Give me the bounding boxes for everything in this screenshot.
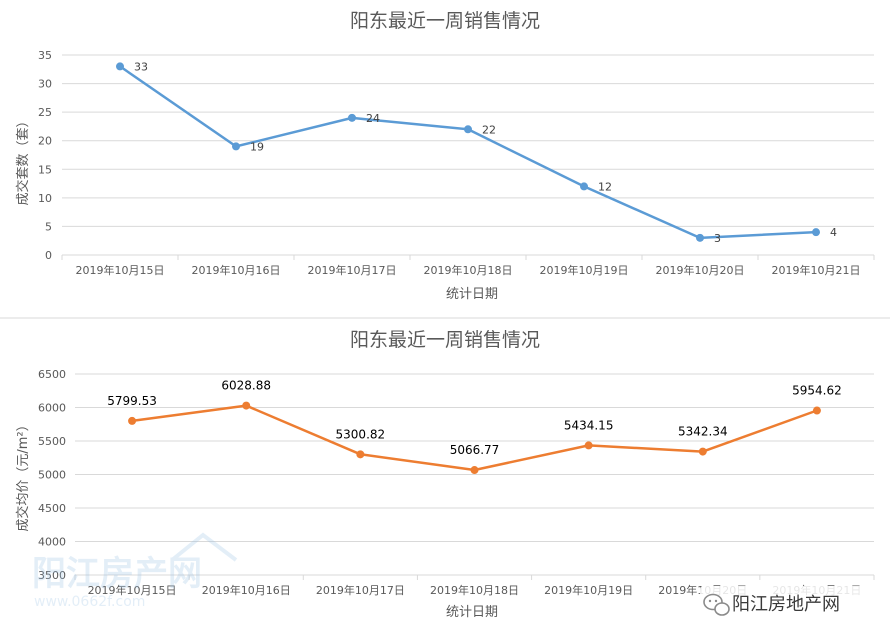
watermark-url: www.0662f.com bbox=[34, 594, 145, 610]
chart1-series-line bbox=[118, 65, 818, 240]
chart2-y-tick-label: 5000 bbox=[38, 469, 66, 482]
wechat-icon bbox=[703, 593, 730, 616]
chart1-x-tick-label: 2019年10月21日 bbox=[772, 263, 861, 277]
chart2-data-label: 5954.62 bbox=[792, 384, 842, 398]
chart1-data-point bbox=[116, 62, 124, 71]
chart2-y-axis-label: 成交均价（元/m²） bbox=[15, 418, 31, 531]
chart2-data-label: 5799.53 bbox=[107, 394, 157, 408]
watermark-badge: 阳江房地产网 bbox=[700, 586, 882, 620]
chart1-y-tick-label: 15 bbox=[38, 163, 52, 176]
chart1-x-tick-label: 2019年10月17日 bbox=[308, 263, 397, 277]
chart2-data-label: 5434.15 bbox=[564, 418, 614, 432]
chart1-x-tick-label: 2019年10月19日 bbox=[540, 263, 629, 277]
chart2-data-point bbox=[812, 406, 821, 415]
badge-background bbox=[700, 586, 882, 620]
chart2-x-tick-label: 2019年10月16日 bbox=[202, 583, 291, 597]
chart1-data-label: 4 bbox=[830, 226, 837, 239]
chart1-y-tick-label: 20 bbox=[38, 135, 52, 148]
chart1-data-label: 24 bbox=[366, 112, 380, 125]
chart1-title: 阳东最近一周销售情况 bbox=[350, 10, 540, 32]
chart1-plot: 0 5 10 15 20 25 30 35 2019年10月15日 2019年10月16日 2019… bbox=[38, 49, 875, 277]
chart2-x-tick-label: 2019年10月17日 bbox=[316, 583, 405, 597]
chart2-data-point bbox=[356, 450, 365, 459]
chart2-data-label: 6028.88 bbox=[221, 379, 271, 393]
chart1-y-axis-label: 成交套数（套） bbox=[15, 114, 31, 205]
chart1-data-point bbox=[348, 113, 356, 122]
chart2-y-tick-label: 6000 bbox=[38, 402, 66, 415]
chart1-data-label: 3 bbox=[714, 232, 721, 245]
chart1-y-tick-label: 10 bbox=[38, 192, 52, 205]
house-roof-icon bbox=[170, 532, 238, 562]
chart2-x-tick-label: 2019年10月15日 bbox=[88, 583, 177, 597]
chart2-y-tick-label: 4500 bbox=[38, 502, 66, 515]
chart1-y-tick-label: 25 bbox=[38, 106, 52, 119]
chart2-data-point bbox=[470, 466, 479, 475]
chart1-data-point bbox=[812, 228, 820, 237]
chart1-data-label: 12 bbox=[598, 180, 612, 193]
chart1-x-axis-label: 统计日期 bbox=[446, 287, 498, 302]
chart2-y-tick-label: 4000 bbox=[38, 536, 66, 549]
chart2-y-tick-label: 6500 bbox=[38, 368, 66, 381]
chart1-y-tick-label: 30 bbox=[38, 78, 52, 91]
chart2-y-tick-label: 5500 bbox=[38, 435, 66, 448]
chart2-data-label: 5342.34 bbox=[678, 425, 728, 439]
chart1-data-label: 33 bbox=[134, 60, 148, 73]
chart1-x-tick-label: 2019年10月16日 bbox=[192, 263, 281, 277]
chart1-data-point bbox=[464, 125, 472, 134]
badge-text: 阳江房地产网 bbox=[732, 594, 840, 615]
chart2-y-tick-label: 3500 bbox=[38, 569, 66, 582]
chart2-data-point bbox=[584, 441, 593, 450]
chart2-x-tick-label: 2019年10月18日 bbox=[430, 583, 519, 597]
chart2-data-point bbox=[698, 447, 707, 456]
chart1-data-label: 22 bbox=[482, 123, 496, 136]
chart2-x-axis-label: 统计日期 bbox=[446, 605, 498, 620]
chart1-y-tick-label: 0 bbox=[45, 249, 52, 262]
chart1-data-label: 19 bbox=[250, 140, 264, 153]
chart1-x-tick-label: 2019年10月15日 bbox=[76, 263, 165, 277]
chart1-data-point bbox=[232, 142, 240, 151]
chart1-x-tick-label: 2019年10月20日 bbox=[656, 263, 745, 277]
watermark-logo: 阳江房产网 www.0662f.com bbox=[32, 532, 238, 610]
chart2-data-point bbox=[242, 401, 251, 410]
chart2-data-point bbox=[128, 416, 137, 425]
chart1-x-tick-label: 2019年10月18日 bbox=[424, 263, 513, 277]
chart2-data-label: 5300.82 bbox=[336, 427, 386, 441]
chart1-data-point bbox=[580, 182, 588, 191]
chart2-plot: 3500 4000 4500 5000 5500 6000 6500 2019年10月15日 2… bbox=[38, 368, 875, 597]
chart2-title: 阳东最近一周销售情况 bbox=[350, 329, 540, 351]
chart2-x-tick-label: 2019年10月19日 bbox=[544, 583, 633, 597]
chart1-y-tick-label: 35 bbox=[38, 49, 52, 62]
chart2-data-label: 5066.77 bbox=[450, 443, 500, 457]
chart1-data-point bbox=[696, 233, 704, 242]
chart1-y-tick-label: 5 bbox=[45, 220, 52, 233]
watermark-brand: 阳江房产网 bbox=[32, 554, 202, 594]
